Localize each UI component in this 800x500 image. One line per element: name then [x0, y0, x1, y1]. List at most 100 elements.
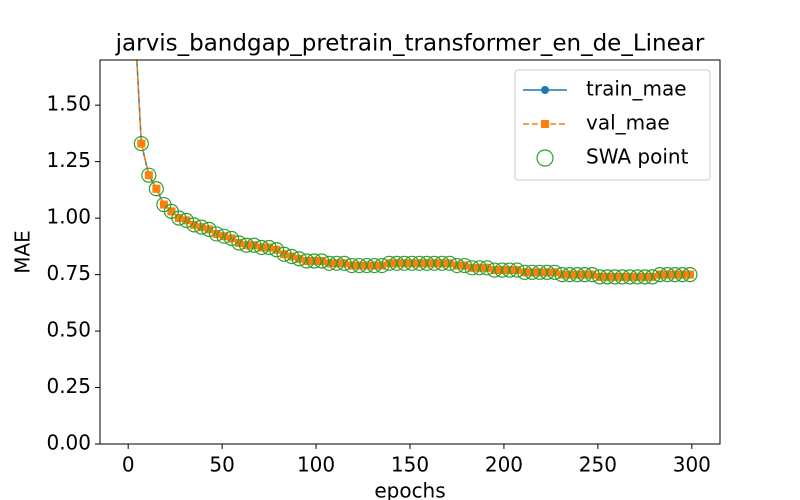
point — [212, 229, 221, 238]
point — [159, 200, 168, 209]
swa-point — [201, 221, 217, 238]
point — [204, 225, 213, 234]
swa-point — [344, 257, 360, 274]
legend-label: val_mae — [586, 111, 670, 135]
swa-point — [208, 226, 225, 242]
point — [152, 184, 161, 193]
point — [287, 252, 296, 261]
swa-point — [629, 269, 645, 285]
swa-point — [284, 248, 300, 265]
swa-point — [456, 257, 473, 274]
swa-point — [524, 264, 540, 280]
legend-marker — [536, 149, 554, 167]
swa-point — [321, 255, 337, 271]
swa-point — [411, 255, 427, 271]
x-tick-label: 100 — [297, 453, 335, 477]
swa-point — [314, 253, 330, 269]
swa-point — [306, 253, 322, 269]
swa-point — [186, 217, 202, 233]
plot-area — [133, 60, 698, 285]
swa-point — [509, 262, 525, 278]
swa-point — [584, 266, 600, 283]
swa-point — [599, 269, 615, 285]
swa-point — [216, 228, 232, 244]
swa-point — [193, 219, 210, 235]
swa-point — [674, 266, 691, 283]
point — [182, 216, 191, 225]
swa-point — [359, 257, 375, 274]
swa-point — [494, 262, 510, 278]
swa-point — [404, 255, 420, 271]
swa-point — [374, 257, 390, 274]
swa-point — [351, 257, 367, 274]
swa-point — [329, 255, 345, 271]
y-tick-label: 1.50 — [46, 92, 91, 116]
y-tick-label: 0.25 — [46, 374, 91, 398]
y-tick-label: 0.75 — [46, 261, 91, 285]
swa-point — [486, 262, 503, 278]
swa-point — [299, 253, 315, 269]
point — [220, 232, 228, 241]
legend-marker — [541, 120, 549, 128]
swa-point — [607, 269, 623, 285]
y-axis-label: MAE — [11, 230, 35, 274]
point — [167, 207, 176, 216]
swa-point — [336, 255, 352, 271]
legend-box — [514, 69, 711, 181]
swa-point — [441, 255, 458, 271]
y-tick-label: 1.25 — [46, 148, 91, 172]
swa-point — [434, 255, 450, 271]
y-tick-label: 1.00 — [46, 205, 91, 229]
swa-point — [539, 264, 555, 280]
swa-point — [464, 260, 480, 276]
swa-point — [479, 260, 495, 276]
swa-point — [547, 264, 563, 280]
swa-point — [246, 237, 262, 253]
swa-point — [622, 269, 638, 285]
swa-point — [659, 266, 675, 283]
swa-point — [178, 212, 195, 228]
swa-point — [471, 260, 488, 276]
swa-point — [554, 266, 570, 283]
swa-point — [133, 135, 149, 152]
y-tick-label: 0.50 — [46, 318, 91, 342]
swa-point — [141, 167, 157, 183]
legend-label: SWA point — [586, 145, 689, 169]
swa-point — [366, 257, 382, 274]
x-tick-label: 200 — [485, 453, 523, 477]
swa-point — [171, 210, 187, 226]
point — [174, 214, 183, 223]
x-tick-label: 250 — [579, 453, 617, 477]
swa-point — [269, 242, 285, 258]
point — [197, 223, 206, 232]
swa-point — [419, 255, 435, 271]
legend-label: train_mae — [586, 77, 687, 101]
swa-point — [449, 257, 465, 274]
swa-point — [577, 266, 593, 283]
x-tick-label: 0 — [122, 453, 135, 477]
swa-point — [614, 269, 630, 285]
swa-point — [682, 266, 698, 283]
legend-marker — [541, 86, 549, 94]
swa-point — [261, 239, 277, 256]
x-axis-label: epochs — [374, 479, 445, 500]
swa-point — [253, 239, 270, 256]
swa-point — [238, 237, 255, 253]
y-tick-label: 0.00 — [46, 431, 91, 455]
swa-point — [501, 262, 518, 278]
swa-point — [231, 235, 247, 251]
swa-point — [381, 255, 397, 271]
x-tick-label: 300 — [673, 453, 711, 477]
point — [295, 254, 304, 263]
swa-point — [276, 246, 292, 262]
swa-point — [667, 266, 683, 283]
swa-point — [569, 266, 585, 283]
point — [280, 250, 289, 259]
swa-point — [426, 255, 443, 271]
point — [227, 234, 236, 243]
swa-point — [389, 255, 405, 271]
swa-point — [517, 264, 533, 280]
swa-point — [637, 269, 653, 285]
point — [189, 220, 198, 229]
